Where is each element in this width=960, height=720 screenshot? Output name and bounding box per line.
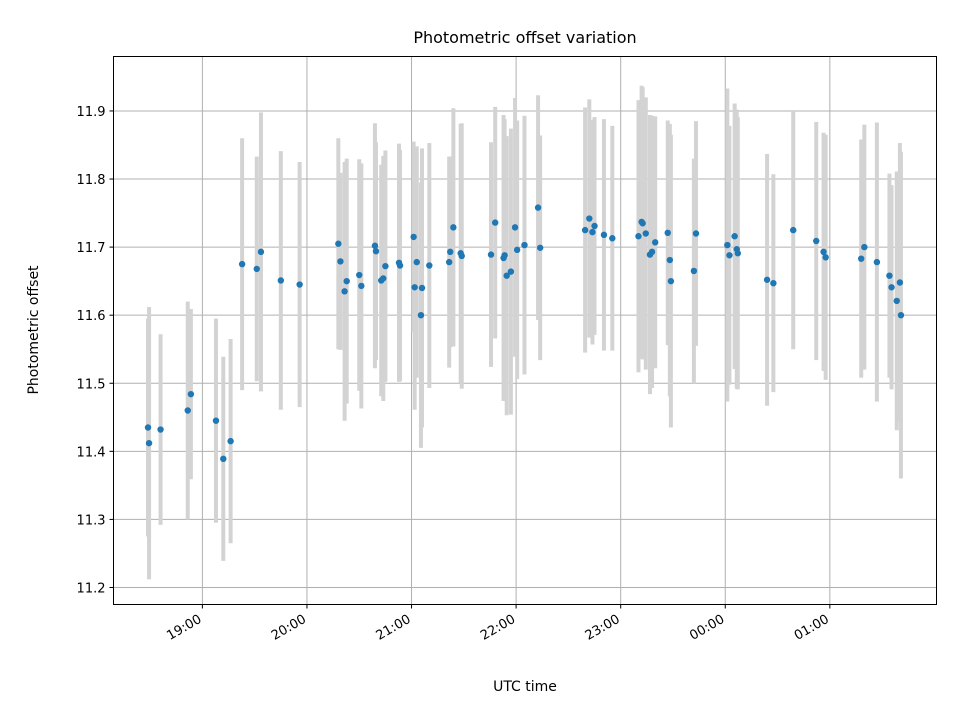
y-tick-label: 11.9	[77, 105, 106, 120]
data-point	[296, 281, 303, 288]
data-point	[635, 233, 642, 240]
data-point	[820, 248, 827, 256]
data-point	[372, 247, 380, 255]
y-tick-label: 11.6	[77, 309, 106, 324]
data-point	[770, 279, 777, 287]
data-point	[418, 284, 426, 292]
data-point	[763, 276, 771, 283]
point-layer	[144, 204, 905, 463]
data-point	[692, 230, 700, 237]
data-point	[888, 284, 895, 291]
data-point	[642, 230, 649, 237]
data-point	[667, 277, 675, 285]
grid-layer	[113, 56, 937, 605]
data-point	[426, 262, 433, 269]
data-point	[886, 272, 893, 279]
data-point	[371, 242, 379, 249]
data-point	[648, 248, 656, 256]
data-point	[651, 239, 659, 246]
data-point	[513, 246, 521, 254]
data-point	[157, 426, 164, 433]
data-point	[581, 226, 589, 234]
data-point	[731, 233, 738, 240]
y-tick-label: 11.2	[77, 581, 106, 596]
data-point	[734, 250, 742, 257]
data-point	[609, 235, 616, 242]
data-point	[277, 277, 285, 284]
data-point	[724, 241, 731, 249]
data-point	[257, 248, 265, 256]
data-point	[487, 251, 495, 258]
data-point	[586, 215, 593, 222]
data-point	[184, 407, 191, 414]
data-point	[507, 268, 515, 275]
data-point	[417, 311, 425, 319]
data-point	[447, 248, 454, 256]
y-tick-label: 11.4	[77, 445, 106, 460]
data-point	[790, 226, 797, 234]
y-tick-label: 11.8	[77, 173, 106, 188]
data-point	[813, 237, 820, 245]
x-axis-label: UTC time	[493, 679, 557, 695]
data-point	[458, 252, 465, 260]
data-point	[220, 455, 227, 463]
data-point	[253, 265, 260, 273]
data-point	[380, 275, 387, 282]
data-point	[382, 262, 389, 270]
data-point	[411, 284, 418, 291]
data-point	[450, 224, 457, 231]
data-point	[897, 311, 905, 319]
data-point	[822, 254, 829, 261]
data-point	[343, 277, 350, 285]
data-point	[238, 260, 246, 268]
data-point	[666, 256, 674, 264]
data-point	[861, 243, 868, 251]
data-point	[503, 272, 510, 279]
data-point	[341, 288, 348, 295]
plot-frame	[113, 56, 937, 605]
data-point	[534, 204, 542, 211]
data-point	[690, 267, 698, 275]
tick-layer: 11.211.311.411.511.611.711.811.919:00 20:…	[77, 105, 832, 644]
y-tick-label: 11.7	[77, 241, 106, 256]
data-point	[726, 252, 733, 259]
data-point	[358, 282, 365, 290]
data-point	[893, 297, 900, 305]
data-point	[410, 233, 417, 241]
data-point	[591, 222, 598, 230]
y-tick-label: 11.5	[77, 377, 106, 392]
data-point	[600, 231, 608, 239]
data-point	[664, 229, 671, 237]
data-point	[501, 252, 508, 259]
data-point	[227, 437, 234, 445]
data-point	[145, 439, 153, 447]
data-point	[356, 271, 363, 279]
data-point	[536, 244, 544, 251]
data-point	[639, 220, 646, 227]
data-point	[396, 262, 404, 269]
data-point	[337, 258, 344, 265]
data-point	[511, 224, 519, 231]
data-point	[491, 219, 499, 226]
y-tick-label: 11.3	[77, 513, 106, 528]
data-point	[144, 424, 152, 431]
data-point	[413, 258, 420, 266]
data-point	[873, 258, 881, 266]
data-point	[896, 279, 904, 286]
data-point	[212, 417, 220, 424]
data-point	[858, 255, 865, 262]
data-point	[187, 390, 195, 398]
y-axis-label: Photometric offset	[26, 265, 42, 395]
chart-title: Photometric offset variation	[413, 28, 636, 47]
data-point	[335, 240, 342, 247]
data-point	[589, 228, 596, 236]
data-point	[445, 258, 453, 266]
data-point	[521, 241, 528, 249]
